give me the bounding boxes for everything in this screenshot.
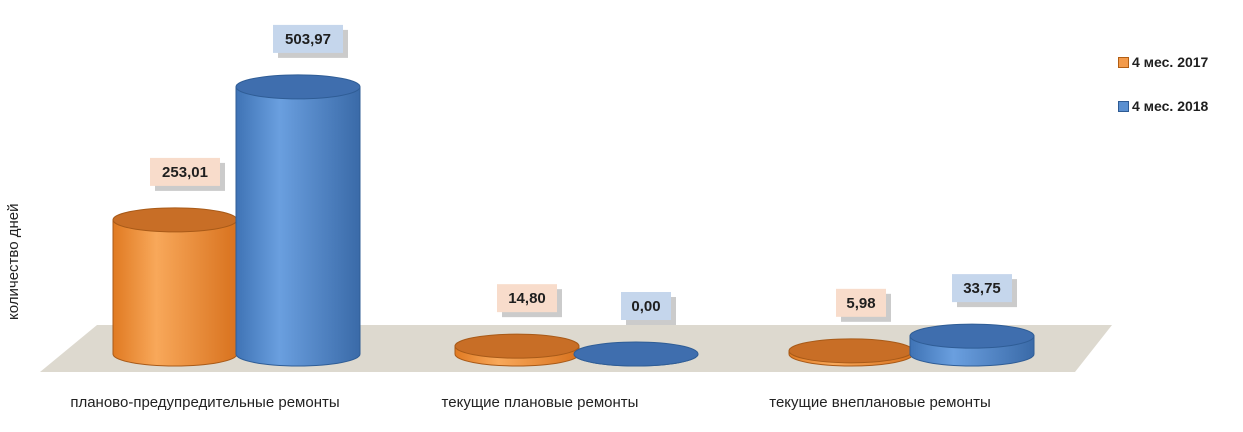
data-label-0-2: 5,98 — [836, 288, 891, 322]
data-label-text: 5,98 — [846, 295, 875, 312]
legend-label-2017: 4 мес. 2017 — [1132, 54, 1209, 70]
bar-1-0 — [235, 74, 361, 367]
category-label-2: текущие внеплановые ремонты — [769, 394, 991, 411]
bar-0-2 — [788, 338, 914, 367]
legend-item-2017: 4 мес. 2017 — [1118, 52, 1208, 72]
data-label-0-0: 253,01 — [150, 157, 225, 191]
bar-top — [454, 333, 580, 359]
data-label-text: 503,97 — [285, 31, 331, 48]
bar-body — [112, 219, 238, 367]
bar-0-1 — [454, 333, 580, 367]
bar-top — [235, 74, 361, 100]
legend: 4 мес. 2017 4 мес. 2018 — [1118, 52, 1208, 140]
bar-body — [235, 86, 361, 367]
data-label-text: 14,80 — [508, 290, 546, 307]
bar-1-1 — [573, 341, 699, 367]
bar-top — [788, 338, 914, 364]
legend-swatch-2018 — [1118, 100, 1129, 112]
legend-swatch-2017 — [1118, 56, 1129, 68]
bar-top — [112, 207, 238, 233]
bar-1-2 — [909, 323, 1035, 367]
y-axis-label: количество дней — [5, 203, 22, 320]
legend-label-2018: 4 мес. 2018 — [1132, 98, 1209, 114]
category-label-0: планово-предупредительные ремонты — [70, 394, 340, 411]
legend-item-2018: 4 мес. 2018 — [1118, 96, 1208, 116]
bar-0-0 — [112, 207, 238, 367]
data-label-text: 253,01 — [162, 164, 208, 181]
data-label-1-0: 503,97 — [273, 24, 348, 58]
data-label-text: 33,75 — [963, 280, 1001, 297]
bar-top — [573, 341, 699, 367]
data-label-0-1: 14,80 — [497, 284, 562, 318]
category-label-1: текущие плановые ремонты — [441, 394, 639, 411]
data-label-1-2: 33,75 — [952, 274, 1017, 308]
bar-top — [909, 323, 1035, 349]
data-label-1-1: 0,00 — [621, 292, 676, 325]
data-label-text: 0,00 — [631, 298, 660, 315]
